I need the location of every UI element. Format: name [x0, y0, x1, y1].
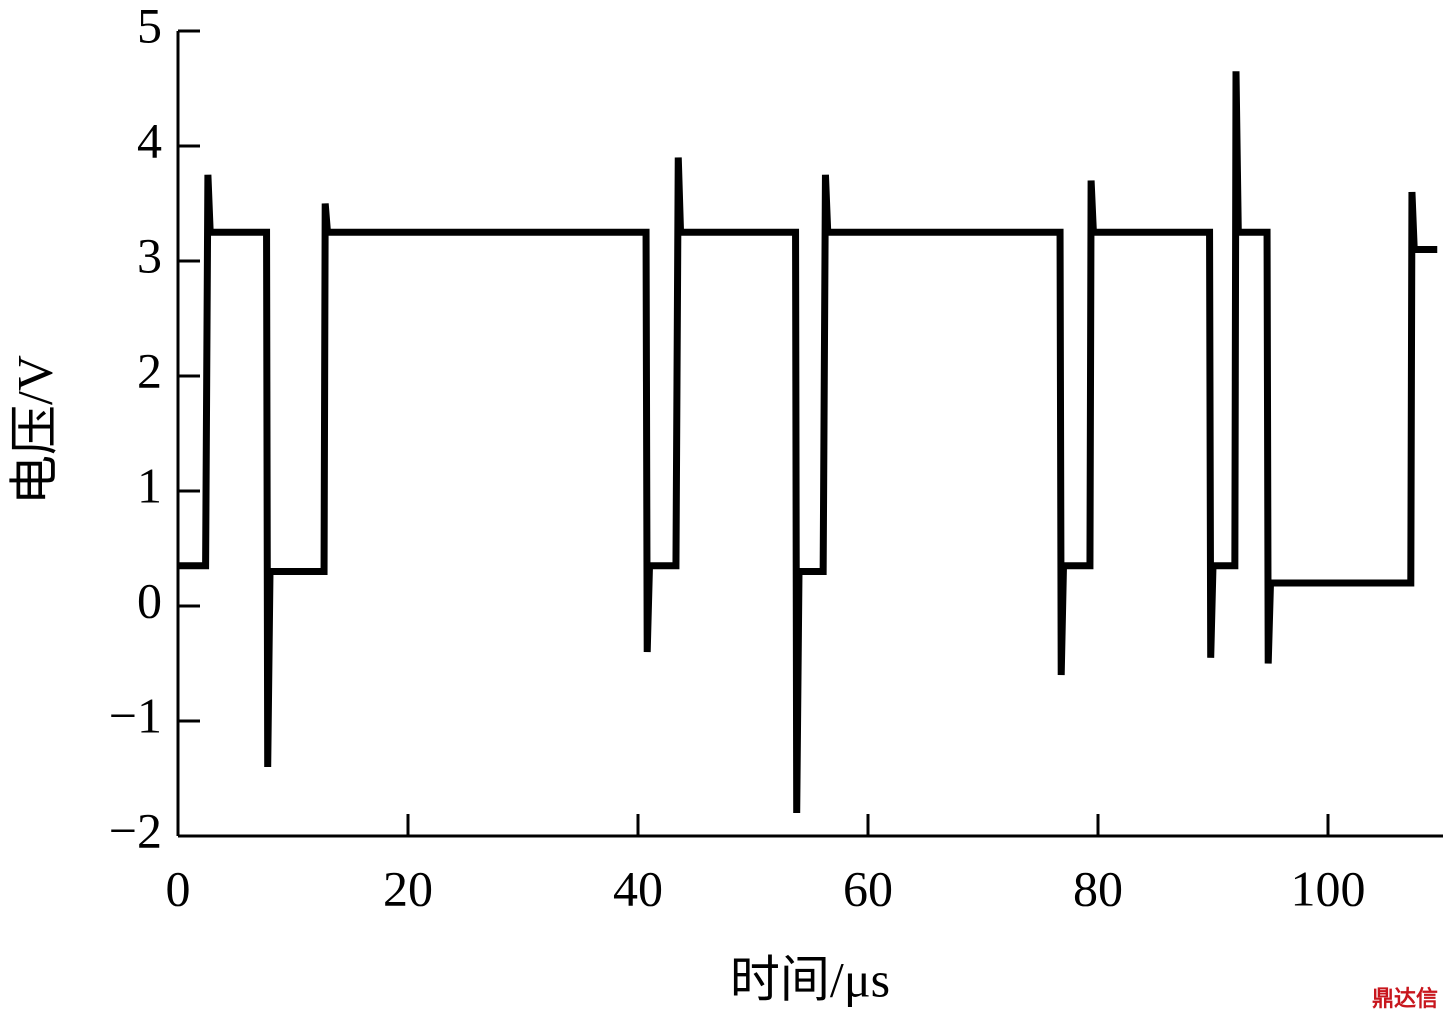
x-tick-label: 20: [383, 860, 433, 916]
x-axis-title: 时间/μs: [730, 951, 890, 1007]
watermark: 鼎达信: [1372, 986, 1438, 1012]
x-tick-label: 100: [1291, 860, 1366, 916]
y-tick-label: 4: [137, 112, 162, 168]
x-tick-label: 0: [166, 860, 191, 916]
x-tick-label: 60: [843, 860, 893, 916]
y-tick-label: 1: [137, 457, 162, 513]
y-tick-label: −1: [109, 687, 162, 743]
signal-line: [178, 71, 1438, 814]
x-tick-label: 40: [613, 860, 663, 916]
y-tick-label: 3: [137, 227, 162, 283]
y-tick-label: −2: [109, 802, 162, 858]
y-axis-title: 电压/V: [6, 355, 62, 505]
y-tick-label: 0: [137, 572, 162, 628]
y-tick-label: 5: [137, 0, 162, 53]
y-tick-label: 2: [137, 342, 162, 398]
x-tick-label: 80: [1073, 860, 1123, 916]
